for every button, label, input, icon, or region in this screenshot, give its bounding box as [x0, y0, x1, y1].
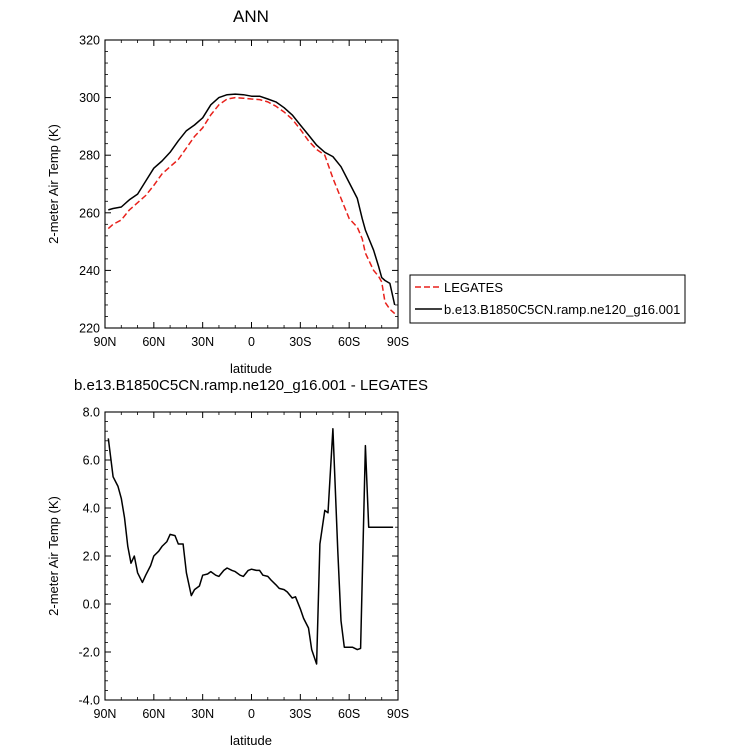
top-xtick-label: 90S: [387, 335, 409, 349]
difference-panel: b.e13.B1850C5CN.ramp.ne120_g16.001 - LEG…: [46, 377, 428, 748]
top-series-line-0: [107, 96, 396, 315]
x-axis-label: latitude: [230, 733, 272, 748]
top-xtick-label: 0: [248, 335, 255, 349]
bottom-xtick-label: 30N: [191, 707, 214, 721]
top-xtick-label: 30S: [289, 335, 311, 349]
top-ticks: 220 240 260 280 300 320 90N 60N 30N 0 30S 60S 90S: [79, 34, 409, 350]
top-xtick-label: 30N: [191, 335, 214, 349]
bottom-xtick-label: 90N: [94, 707, 117, 721]
top-ytick-label: 220: [79, 322, 100, 336]
top-xtick-label: 90N: [94, 335, 117, 349]
top-ytick-label: 280: [79, 149, 100, 163]
y-axis-label: 2-meter Air Temp (K): [46, 496, 61, 616]
legend-label-model: b.e13.B1850C5CN.ramp.ne120_g16.001: [444, 302, 680, 317]
bottom-ytick-label: 0.0: [83, 598, 100, 612]
bottom-ticks: -4.0 -2.0 0.0 2.0 4.0 6.0 8.0 90N 60N 30N 0 30S 60S 9…: [78, 406, 409, 722]
top-ytick-label: 320: [79, 34, 100, 48]
bottom-series-line-0: [107, 428, 394, 665]
bottom-ytick-label: -4.0: [78, 694, 100, 708]
climatology-panel: ANN 220 240 260 280 300 320 90N 60N 30N 0 30S 60S 90…: [46, 7, 409, 376]
bottom-ytick-label: 6.0: [83, 454, 100, 468]
legend: LEGATES b.e13.B1850C5CN.ramp.ne120_g16.0…: [409, 274, 686, 324]
top-ytick-label: 260: [79, 206, 100, 220]
bottom-ytick-label: 8.0: [83, 406, 100, 420]
top-ytick-label: 300: [79, 91, 100, 105]
top-series: [107, 93, 396, 315]
bottom-xtick-label: 60N: [142, 707, 165, 721]
top-ytick-label: 240: [79, 264, 100, 278]
legend-box: [409, 274, 686, 324]
bottom-xtick-label: 30S: [289, 707, 311, 721]
chart-title: b.e13.B1850C5CN.ramp.ne120_g16.001 - LEG…: [74, 377, 428, 394]
plot-frame-top: [104, 39, 399, 329]
legend-label-legates: LEGATES: [444, 280, 503, 295]
bottom-xtick-label: 90S: [387, 707, 409, 721]
bottom-series: [107, 428, 394, 665]
bottom-xtick-label: 60S: [338, 707, 360, 721]
bottom-ytick-label: 4.0: [83, 502, 100, 516]
plot-frame-bottom: [104, 411, 399, 701]
chart-title: ANN: [233, 7, 269, 26]
bottom-ytick-label: 2.0: [83, 550, 100, 564]
bottom-xtick-label: 0: [248, 707, 255, 721]
bottom-ytick-label: -2.0: [78, 646, 100, 660]
top-xtick-label: 60N: [142, 335, 165, 349]
x-axis-label: latitude: [230, 361, 272, 376]
top-series-line-1: [108, 93, 396, 306]
y-axis-label: 2-meter Air Temp (K): [46, 124, 61, 244]
top-xtick-label: 60S: [338, 335, 360, 349]
